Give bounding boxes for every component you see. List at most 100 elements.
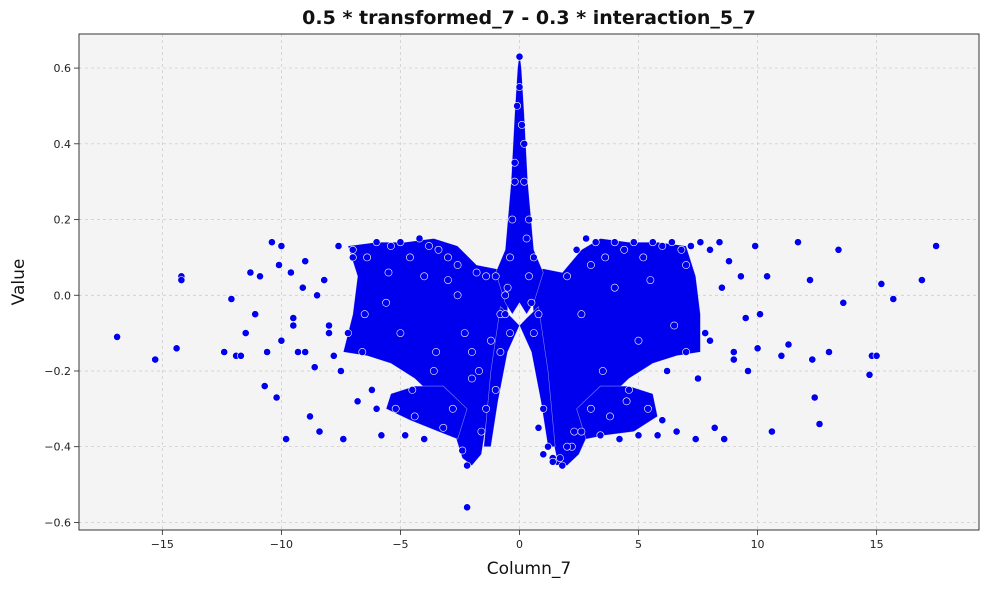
data-point	[477, 427, 486, 436]
data-point	[646, 276, 655, 284]
data-point	[644, 404, 652, 413]
data-point	[467, 348, 476, 356]
data-point	[289, 314, 298, 322]
data-point	[653, 431, 662, 440]
data-point	[429, 367, 438, 375]
data-point	[325, 321, 333, 330]
data-point	[298, 283, 307, 292]
data-point	[587, 404, 595, 413]
data-point	[534, 310, 543, 319]
data-point	[267, 238, 276, 247]
data-point	[670, 321, 679, 330]
data-point	[448, 404, 457, 413]
data-point	[177, 276, 186, 284]
data-point	[556, 454, 564, 462]
data-point	[420, 435, 429, 443]
data-point	[277, 336, 286, 345]
data-point	[720, 435, 729, 443]
data-point	[358, 348, 367, 356]
data-point	[482, 272, 490, 281]
data-point	[629, 238, 638, 247]
data-point	[648, 238, 657, 247]
data-point	[286, 268, 295, 277]
data-point	[729, 348, 738, 356]
data-point	[263, 348, 271, 356]
data-point	[777, 351, 786, 360]
x-tick-label: 10	[751, 538, 765, 551]
x-tick-label: 5	[635, 538, 642, 551]
data-point	[277, 242, 286, 250]
data-point	[529, 329, 538, 337]
data-point	[587, 261, 595, 269]
data-point	[718, 283, 726, 292]
data-point	[522, 234, 531, 243]
data-point	[496, 348, 505, 356]
data-point	[310, 363, 319, 372]
data-point	[325, 329, 333, 337]
data-point	[606, 412, 614, 421]
data-point	[353, 397, 362, 406]
data-point	[751, 242, 760, 250]
data-point	[548, 457, 557, 466]
data-point	[715, 238, 724, 247]
data-point	[272, 393, 281, 402]
data-point	[596, 431, 605, 440]
data-point	[246, 268, 255, 277]
data-point	[260, 382, 269, 390]
data-point	[529, 253, 538, 262]
data-point	[501, 291, 510, 300]
data-point	[932, 242, 940, 250]
data-point	[439, 423, 448, 432]
data-point	[460, 329, 469, 337]
data-point	[634, 336, 643, 345]
data-point	[753, 344, 762, 353]
data-point	[694, 374, 702, 383]
data-point	[544, 442, 552, 451]
data-point	[620, 245, 629, 254]
data-point	[558, 461, 567, 470]
y-tick-label: 0.4	[54, 138, 72, 151]
x-tick-label: −10	[270, 538, 293, 551]
data-point	[425, 242, 433, 250]
data-point	[320, 276, 329, 284]
data-point	[251, 310, 260, 319]
data-point	[577, 310, 586, 319]
data-point	[784, 340, 793, 349]
data-point	[372, 238, 381, 247]
data-point	[520, 177, 529, 186]
data-point	[396, 329, 405, 337]
data-point	[515, 52, 524, 61]
data-point	[372, 404, 381, 413]
x-tick-label: 0	[516, 538, 523, 551]
data-point	[382, 298, 390, 307]
data-point	[815, 420, 824, 428]
data-point	[236, 351, 245, 360]
data-point	[415, 234, 424, 243]
data-point	[706, 245, 714, 254]
plot-frame	[78, 33, 980, 531]
data-point	[377, 431, 386, 440]
data-point	[810, 393, 819, 402]
data-point	[663, 367, 671, 375]
data-point	[591, 238, 600, 247]
data-point	[420, 272, 429, 281]
data-point	[508, 215, 517, 224]
data-point	[725, 257, 733, 266]
y-tick-label: 0.2	[54, 214, 72, 227]
data-point	[227, 295, 236, 303]
data-point	[582, 234, 590, 243]
data-point	[501, 310, 510, 319]
data-point	[710, 423, 719, 432]
data-point	[744, 367, 752, 375]
data-point	[668, 238, 676, 247]
data-point	[527, 298, 536, 307]
data-point	[872, 351, 881, 360]
data-point	[889, 295, 898, 303]
data-point	[453, 291, 462, 300]
data-point	[539, 450, 548, 459]
data-point	[658, 242, 667, 250]
data-point	[763, 272, 771, 281]
data-point	[348, 245, 357, 254]
data-point	[301, 348, 310, 356]
data-point	[506, 329, 514, 337]
